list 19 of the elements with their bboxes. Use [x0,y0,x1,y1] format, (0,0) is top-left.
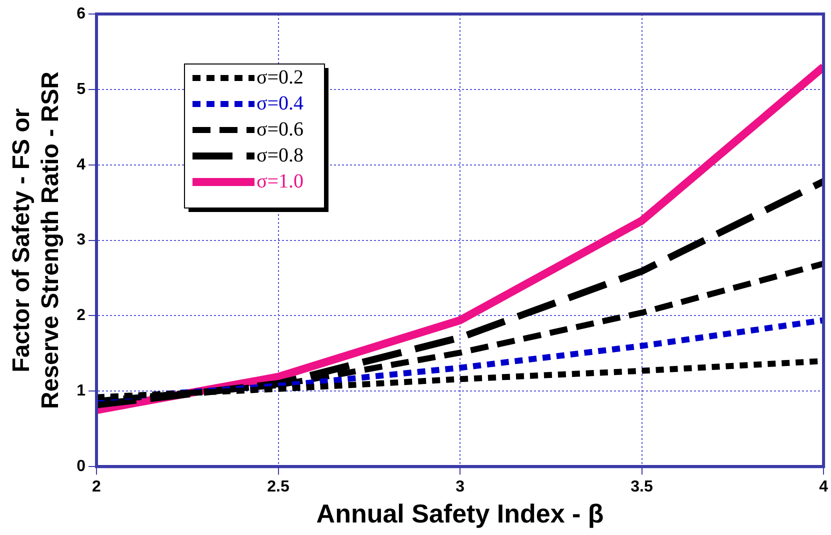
x-tick-label: 3.5 [630,478,654,496]
legend-label: σ=1.0 [256,170,304,192]
x-tick-label: 2.5 [267,478,290,496]
x-tick-label: 4 [819,478,828,496]
legend-label: σ=0.2 [256,66,304,88]
y-tick-label: 5 [76,80,86,98]
y-tick-label: 2 [76,307,86,324]
legend-label: σ=0.6 [256,118,304,140]
y-tick-label: 3 [76,232,86,249]
legend-label: σ=0.8 [256,144,304,166]
legend-label: σ=0.4 [256,92,304,114]
y-tick-label: 0 [76,458,86,476]
y-tick-label: 4 [76,156,86,174]
y-axis-title: Factor of Safety - FS or Reserve Strength Ratio - RSR [8,72,64,410]
x-tick-label: 3 [456,478,465,496]
x-tick-label: 2 [92,478,102,496]
x-axis-title: Annual Safety Index - β [316,498,604,529]
y-tick-label: 6 [76,5,86,22]
y-tick-label: 1 [76,382,86,400]
